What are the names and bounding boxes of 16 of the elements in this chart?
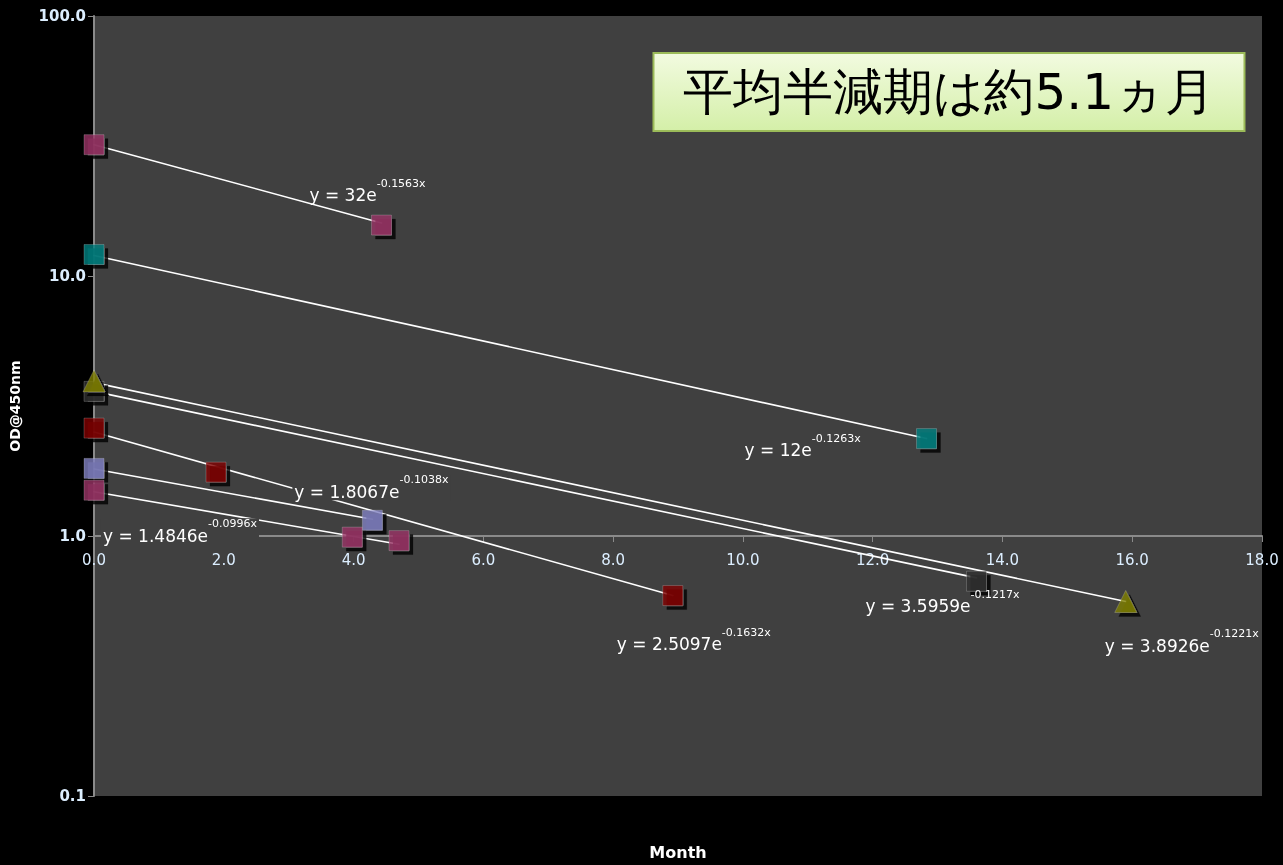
x-axis-title: Month xyxy=(649,842,707,862)
x-tick-label: 4.0 xyxy=(341,550,366,569)
x-tick-label: 2.0 xyxy=(211,550,236,569)
y-tick-label: 0.1 xyxy=(59,787,86,805)
y-tick-label: 1.0 xyxy=(59,527,86,545)
y-tick-label: 10.0 xyxy=(48,267,86,285)
x-tick-label: 10.0 xyxy=(726,550,760,569)
x-tick-label: 16.0 xyxy=(1115,550,1149,569)
text: 平均半減期は約5.1ヵ月 xyxy=(683,63,1216,121)
x-tick-label: 6.0 xyxy=(471,550,496,569)
x-tick-label: 14.0 xyxy=(985,550,1020,569)
x-tick-label: 18.0 xyxy=(1245,550,1279,569)
y-tick-label: 100.0 xyxy=(38,7,86,25)
x-tick-label: 0.0 xyxy=(82,550,106,569)
x-tick-label: 8.0 xyxy=(601,550,626,569)
y-axis-title: OD@450nm xyxy=(7,360,23,452)
